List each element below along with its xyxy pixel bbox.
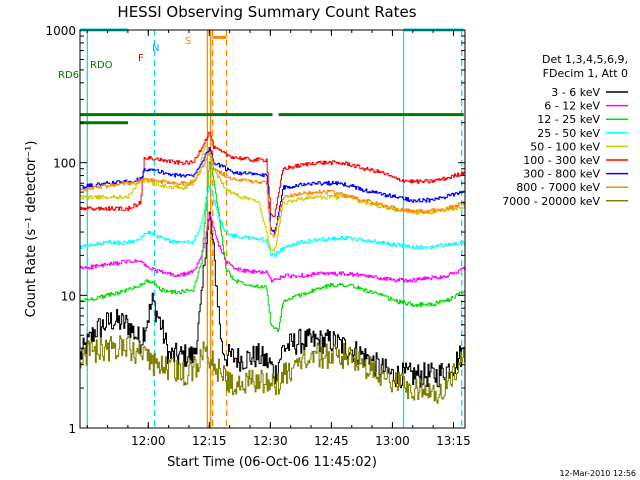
series-line-8 (80, 335, 466, 404)
flag-label-f: F (138, 53, 144, 64)
legend-label-6: 300 - 800 keV (523, 168, 600, 181)
series-line-3 (80, 185, 466, 257)
legend-label-8: 7000 - 20000 keV (502, 195, 600, 208)
legend-label-0: 3 - 6 keV (551, 86, 600, 99)
legend: Det 1,3,4,5,6,9, FDecim 1, Att 0 3 - 6 k… (502, 53, 628, 208)
series-line-1 (80, 214, 466, 283)
x-axis: 12:00 12:15 12:30 12:45 13:00 13:15 (86, 30, 471, 448)
plot-frame (79, 29, 466, 429)
x-tick-label-4: 13:00 (375, 434, 410, 448)
series-line-0 (80, 211, 466, 389)
x-tick-label-3: 12:45 (314, 434, 349, 448)
legend-label-2: 12 - 25 keV (537, 113, 600, 126)
flag-label-n: N (152, 43, 159, 54)
series-line-6 (80, 147, 466, 235)
flag-label-rdo: RDO (90, 60, 113, 71)
legend-label-3: 25 - 50 keV (537, 127, 600, 140)
y-tick-label-1: 10 (61, 289, 76, 303)
legend-label-4: 50 - 100 keV (530, 140, 600, 153)
legend-title-1: Det 1,3,4,5,6,9, (542, 53, 628, 66)
y-tick-label-0: 1 (68, 422, 76, 436)
x-tick-label-1: 12:15 (192, 434, 227, 448)
legend-label-1: 6 - 12 keV (544, 100, 600, 113)
series-line-5 (80, 131, 466, 217)
y-axis: 1 10 100 1000 (45, 24, 465, 436)
flag-label-rd6: RD6 (58, 70, 79, 81)
legend-label-5: 100 - 300 keV (523, 154, 600, 167)
series-line-2 (80, 161, 466, 332)
legend-label-7: 800 - 7000 keV (516, 181, 600, 194)
series-line-4 (80, 145, 466, 252)
footer-timestamp: 12-Mar-2010 12:56 (560, 469, 637, 478)
series-layer (80, 131, 466, 404)
y-axis-label: Count Rate (s⁻¹ detector⁻¹) (24, 141, 39, 318)
y-tick-label-3: 1000 (45, 24, 76, 38)
chart-title: HESSI Observing Summary Count Rates (117, 3, 416, 21)
x-tick-label-5: 13:15 (436, 434, 471, 448)
x-tick-label-0: 12:00 (131, 434, 166, 448)
x-axis-label: Start Time (06-Oct-06 11:45:02) (167, 455, 377, 470)
legend-title-2: FDecim 1, Att 0 (543, 67, 628, 80)
y-tick-label-2: 100 (53, 157, 76, 171)
x-tick-label-2: 12:30 (253, 434, 288, 448)
series-line-7 (80, 152, 466, 238)
flag-label-s: S (185, 36, 191, 47)
